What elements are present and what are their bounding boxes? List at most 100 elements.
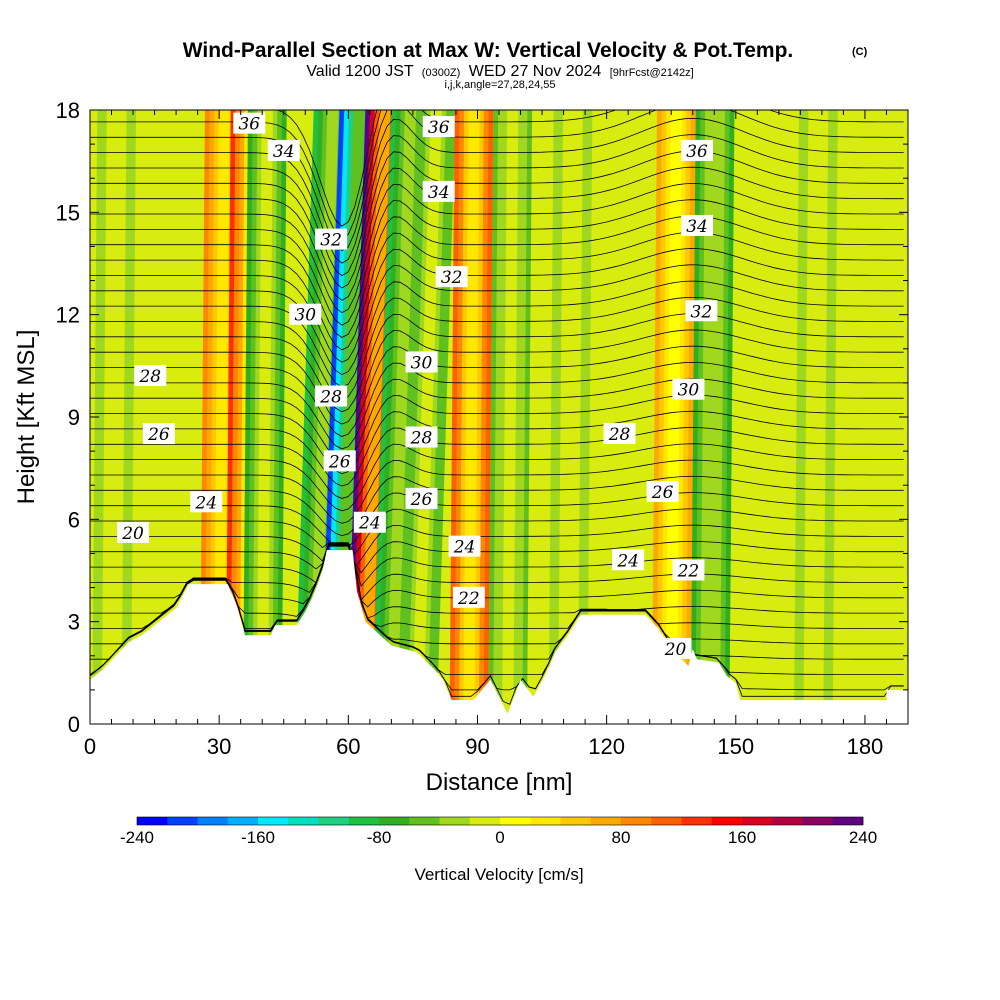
colorbar-swatch bbox=[621, 817, 652, 825]
theta-contour-line bbox=[90, 134, 904, 277]
contour-label-text: 26 bbox=[651, 483, 674, 503]
subtitle-small-1: (0300Z) bbox=[422, 67, 461, 79]
chart-subtitle: Valid 1200 JST (0300Z) WED 27 Nov 2024 [… bbox=[306, 63, 693, 80]
theta-contour-labels: 36 34 32 30 28 28 26 26 24 24 20 36 34 32 30 28 26 24 22 36… bbox=[117, 112, 718, 660]
contour-label-text: 32 bbox=[441, 268, 463, 288]
contour-label-text: 36 bbox=[238, 115, 260, 135]
contour-label: 26 bbox=[405, 487, 438, 510]
velocity-band-strip bbox=[803, 110, 829, 724]
theta-contour-line bbox=[90, 459, 904, 524]
colorbar-swatch bbox=[137, 817, 168, 825]
contour-label: 34 bbox=[422, 180, 455, 203]
contour-label: 20 bbox=[117, 521, 150, 544]
colorbar-swatch bbox=[500, 817, 531, 825]
colorbar-swatch bbox=[832, 817, 864, 825]
velocity-band bbox=[488, 110, 533, 724]
subtitle-small-2: [9hrFcst@2142z] bbox=[610, 67, 694, 79]
theta-contour-line bbox=[90, 427, 904, 499]
velocity-band bbox=[449, 110, 494, 724]
colorbar-swatch bbox=[742, 817, 773, 825]
contour-label: 28 bbox=[315, 385, 348, 408]
velocity-band bbox=[242, 110, 287, 724]
colorbar-tick-label: 160 bbox=[728, 828, 756, 847]
plot-area bbox=[90, 110, 908, 724]
contour-label-text: 24 bbox=[194, 493, 217, 513]
theta-contour-line bbox=[90, 508, 904, 555]
colorbar-frame bbox=[136, 816, 864, 826]
colorbar-swatch bbox=[772, 817, 803, 825]
x-tick-label: 60 bbox=[336, 734, 360, 759]
contour-label-text: 34 bbox=[428, 183, 450, 203]
colorbar-swatch bbox=[651, 817, 682, 825]
colorbar-swatch bbox=[469, 817, 501, 825]
colorbar-swatch bbox=[439, 817, 471, 825]
colorbar-swatch bbox=[197, 817, 229, 825]
theta-contour-line bbox=[90, 215, 904, 338]
colorbar-swatch bbox=[227, 817, 259, 825]
theta-contour-line bbox=[90, 231, 904, 351]
colorbar-swatch bbox=[530, 817, 561, 825]
contour-label: 28 bbox=[603, 423, 636, 445]
contour-label-text: 24 bbox=[616, 551, 639, 571]
colorbar-tick-label: -80 bbox=[367, 828, 392, 847]
x-tick-label: 180 bbox=[847, 734, 884, 759]
colorbar-tick-label: -240 bbox=[120, 828, 154, 847]
colorbar-swatch bbox=[802, 817, 834, 825]
colorbar-tick-label: 80 bbox=[612, 828, 631, 847]
theta-contour-line bbox=[90, 329, 904, 425]
velocity-band-strip bbox=[502, 110, 519, 724]
contour-label-text: 22 bbox=[677, 562, 700, 582]
contour-label: 36 bbox=[233, 112, 266, 135]
theta-contour-line bbox=[90, 264, 904, 376]
theta-contour-line bbox=[90, 117, 904, 264]
colorbar-swatch bbox=[379, 817, 410, 825]
theta-contour-line bbox=[90, 166, 904, 301]
velocity-band-strip bbox=[463, 110, 480, 724]
velocity-band-strip bbox=[101, 110, 127, 724]
contour-label-text: 34 bbox=[273, 142, 295, 162]
velocity-band bbox=[793, 110, 838, 724]
theta-contour-line bbox=[90, 297, 904, 400]
theta-contour-line bbox=[90, 110, 904, 252]
colorbar-swatch bbox=[560, 817, 592, 825]
contour-label-text: 26 bbox=[328, 452, 351, 472]
velocity-band bbox=[548, 110, 593, 724]
contour-label-text: 30 bbox=[294, 306, 316, 326]
subtitle-main: WED 27 Nov 2024 bbox=[469, 63, 602, 80]
x-tick-label: 0 bbox=[84, 734, 96, 759]
contour-label-text: 28 bbox=[319, 388, 342, 408]
colorbar-swatch bbox=[288, 817, 319, 825]
contour-label-text: 30 bbox=[678, 381, 700, 401]
colorbar-swatch bbox=[167, 817, 198, 825]
contour-label-text: 28 bbox=[410, 428, 433, 448]
colorbar-tick-label: 240 bbox=[849, 828, 877, 847]
contour-label: 24 bbox=[448, 535, 481, 558]
velocity-band-strip bbox=[213, 110, 230, 724]
y-axis-label: Height [Kft MSL] bbox=[13, 330, 40, 505]
colorbar: -240 -160 -80 0 80 160 240 bbox=[120, 816, 877, 847]
theta-contour-line bbox=[90, 524, 904, 568]
contour-label-text: 36 bbox=[428, 118, 450, 138]
contour-label-text: 26 bbox=[410, 490, 433, 510]
contour-label-text: 28 bbox=[608, 425, 631, 445]
theta-contour-line bbox=[90, 183, 904, 314]
title-mark: (C) bbox=[852, 46, 868, 58]
contour-label-text: 36 bbox=[686, 142, 708, 162]
x-axis-label: Distance [nm] bbox=[426, 769, 573, 796]
subtitle-line3: i,j,k,angle=27,28,24,55 bbox=[444, 79, 555, 91]
contour-label-text: 30 bbox=[411, 353, 433, 373]
contour-label-text: 26 bbox=[147, 425, 170, 445]
colorbar-label: Vertical Velocity [cm/s] bbox=[414, 865, 583, 884]
contour-label: 26 bbox=[646, 481, 679, 503]
velocity-band-strip bbox=[308, 110, 339, 724]
contour-label: 24 bbox=[190, 491, 223, 513]
colorbar-swatch bbox=[348, 817, 380, 825]
contour-label: 32 bbox=[315, 228, 348, 251]
x-tick-label: 150 bbox=[717, 734, 754, 759]
colorbar-tick-label: -160 bbox=[241, 828, 275, 847]
theta-contour-line bbox=[90, 280, 904, 388]
terrain bbox=[90, 550, 908, 724]
colorbar-swatch bbox=[409, 817, 440, 825]
contour-label: 20 bbox=[659, 637, 692, 660]
